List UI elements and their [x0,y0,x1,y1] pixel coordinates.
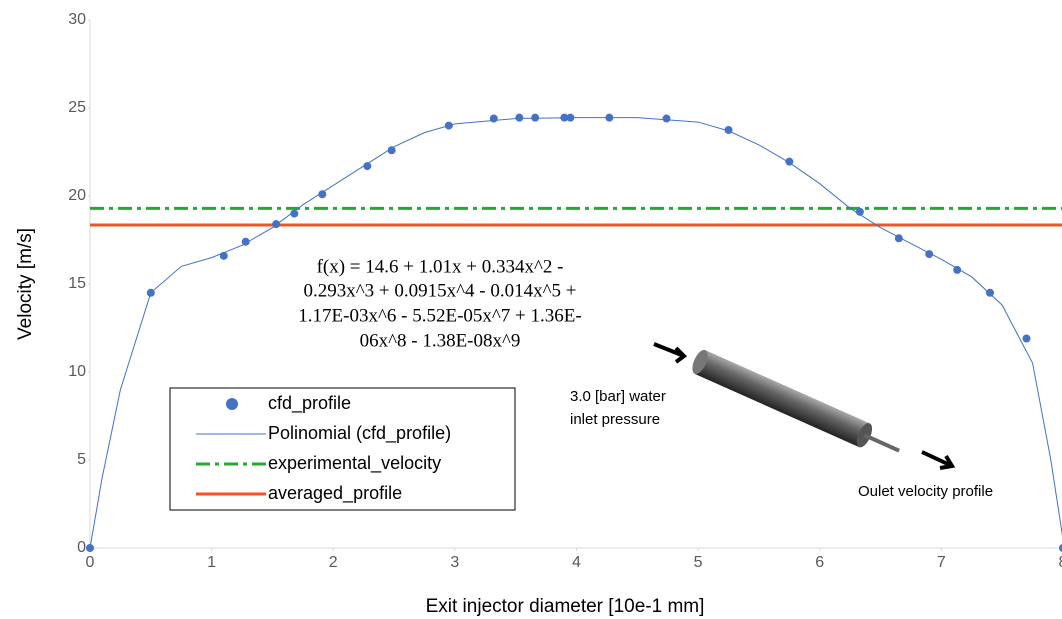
legend-box [169,387,516,511]
x-tick-label: 1 [207,554,216,571]
x-tick-label: 8 [1059,554,1062,571]
data-point [444,121,453,130]
y-tick-label: 30 [68,11,86,28]
x-tick-label: 0 [86,554,95,571]
pipe-illustration [692,349,900,453]
y-tick-label: 20 [68,187,86,204]
data-point [387,146,396,155]
y-tick-label: 10 [68,363,86,380]
data-point [272,220,281,229]
data-point [489,114,498,123]
data-point [515,113,524,122]
equation: f(x) = 14.6 + 1.01x + 0.334x^2 - [317,256,564,277]
x-tick-label: 7 [937,554,946,571]
data-point [531,113,540,122]
data-point [318,190,327,199]
inlet-arrow [653,342,688,364]
data-point [986,288,995,297]
legend-marker [226,398,238,410]
legend-label: Polinomial (cfd_profile) [268,423,451,444]
data-point [724,126,733,134]
data-point [785,157,794,166]
legend-label: cfd_profile [268,393,351,414]
x-tick-label: 4 [572,554,581,571]
data-point [86,544,94,552]
outlet-arrow [921,450,956,470]
data-point [241,237,250,246]
data-point [662,114,671,123]
y-tick-label: 0 [77,539,86,556]
x-tick-label: 2 [329,554,338,571]
data-point [925,250,934,259]
data-point [605,113,614,122]
x-tick-label: 3 [450,554,459,571]
inlet-note: inlet pressure [570,411,660,428]
legend: cfd_profile Polinomial (cfd_profile)exper… [169,387,516,511]
data-point [894,234,903,243]
equation: 0.293x^3 + 0.0915x^4 - 0.014x^5 + [303,280,576,301]
data-point [855,207,864,216]
x-tick-label: 6 [815,554,824,571]
x-tick-label: 5 [694,554,703,571]
outlet-note: Oulet velocity profile [858,483,993,500]
x-axis-label: Exit injector diameter [10e-1 mm] [426,596,705,617]
y-axis-label: Velocity [m/s] [15,228,36,340]
data-point [953,265,962,274]
equation: 06x^8 - 1.38E-08x^9 [360,330,521,351]
legend-label: experimental_velocity [268,453,441,474]
data-point [566,113,575,122]
y-tick-label: 25 [68,99,86,116]
data-point [1059,544,1062,552]
data-point [290,209,299,218]
data-point [560,113,569,122]
data-point [363,162,372,171]
data-point [1022,334,1031,343]
inlet-note: 3.0 [bar] water [570,388,666,405]
data-point [146,288,155,297]
y-tick-label: 5 [77,451,86,468]
equation: 1.17E-03x^6 - 5.52E-05x^7 + 1.36E- [298,305,581,326]
legend-label: averaged_profile [268,483,402,504]
data-point [219,251,228,260]
trend-line [89,117,1062,549]
y-tick-label: 15 [68,275,86,292]
